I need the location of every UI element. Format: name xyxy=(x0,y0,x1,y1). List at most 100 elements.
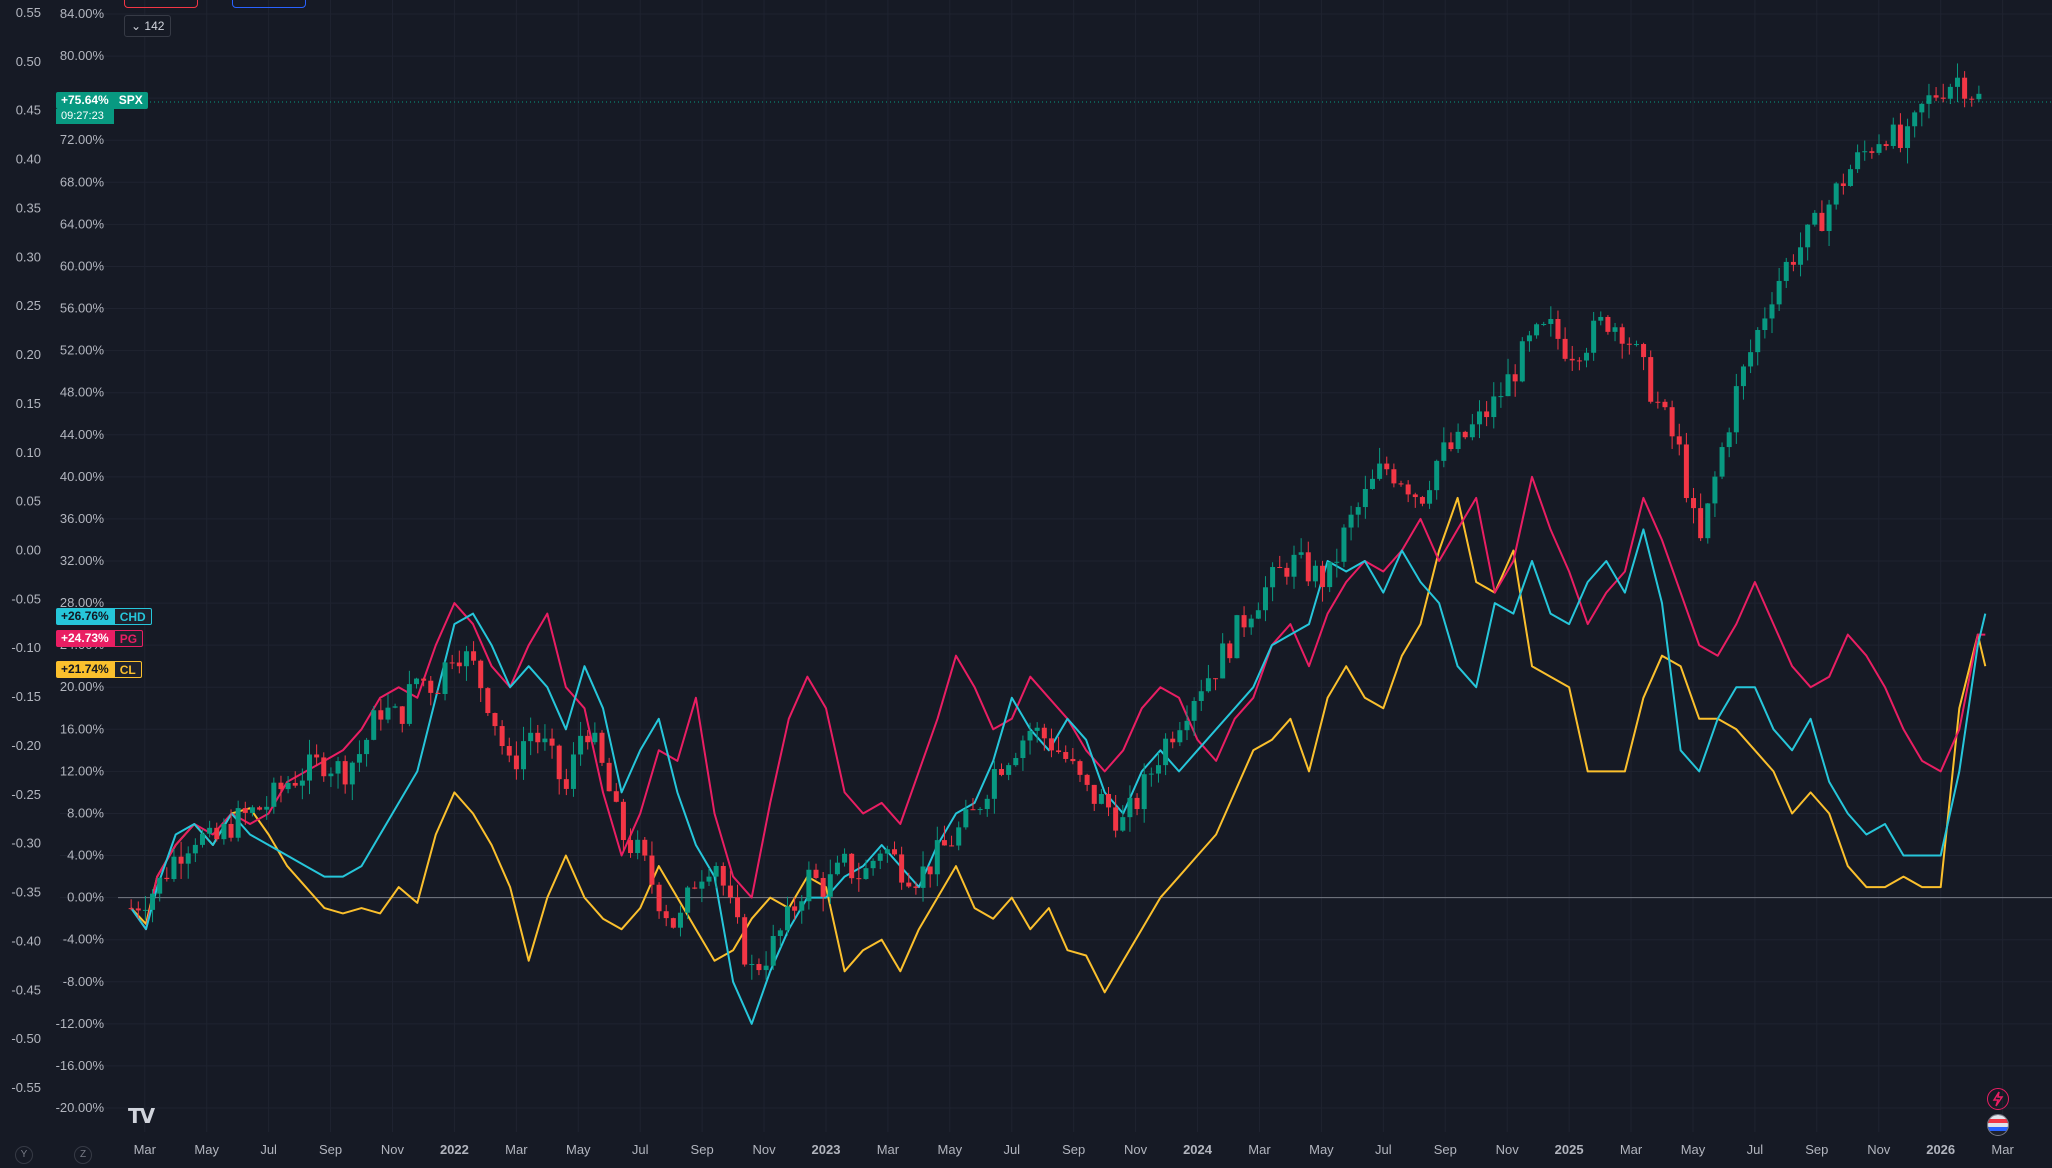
zoom-reset-button[interactable]: Z xyxy=(74,1146,92,1164)
series-chd xyxy=(130,528,1987,1025)
spx-candle-body xyxy=(1098,793,1104,804)
pct-tick-label: 32.00% xyxy=(60,553,105,568)
spx-candle-body xyxy=(863,868,869,879)
spx-candle-body xyxy=(963,809,969,828)
indicator-count-toggle[interactable]: ⌄ 142 xyxy=(124,15,172,37)
spx-candle-body xyxy=(442,662,448,694)
chd-pct: +26.76% xyxy=(56,608,114,625)
left-tick-label: 0.40 xyxy=(16,152,41,167)
buy-button[interactable]: BUY xyxy=(232,0,306,8)
spx-candle-body xyxy=(1048,738,1054,751)
spx-candle-body xyxy=(1234,615,1240,659)
spx-candle-body xyxy=(1355,507,1361,515)
spx-candle-body xyxy=(499,726,505,747)
spx-candle-body xyxy=(1113,807,1119,831)
time-tick-label: Jul xyxy=(260,1142,277,1157)
spx-candle-body xyxy=(720,865,726,886)
spx-candle-body xyxy=(1241,615,1247,628)
left-axis: 0.55 0.50 0.45 0.40 0.35 0.30 0.25 0.20 0.15 0.10… xyxy=(11,5,41,1095)
spx-countdown: 09:27:23 xyxy=(56,109,114,124)
spx-candle-body xyxy=(1213,678,1219,680)
spx-candle-body xyxy=(1106,793,1112,808)
pct-tick-label: 44.00% xyxy=(60,427,105,442)
spx-candle-body xyxy=(1056,750,1062,753)
spx-candle-body xyxy=(1491,396,1497,418)
pct-tick-label: 48.00% xyxy=(60,385,105,400)
time-tick-label: Jul xyxy=(1375,1142,1392,1157)
indicator-count: 142 xyxy=(144,19,165,33)
pct-tick-label: 8.00% xyxy=(67,805,104,820)
cl-pct: +21.74% xyxy=(56,661,114,678)
spx-candle-body xyxy=(235,808,241,838)
spx-candle-body xyxy=(970,809,976,811)
time-tick-label: Sep xyxy=(691,1142,714,1157)
spx-candle-body xyxy=(763,965,769,971)
spx-candle-body xyxy=(307,754,312,781)
spx-candle-body xyxy=(856,878,862,880)
left-tick-label: 0.20 xyxy=(16,347,41,362)
spx-candle-body xyxy=(1476,411,1482,425)
spx-candle-body xyxy=(913,886,919,888)
spx-candle-body xyxy=(1084,774,1090,785)
left-tick-label: 0.55 xyxy=(16,5,41,20)
spx-candle-body xyxy=(1840,183,1846,186)
sell-button[interactable]: SELL xyxy=(124,0,198,8)
spx-candle-body xyxy=(1270,567,1276,588)
time-tick-label: May xyxy=(1681,1142,1706,1157)
spx-candle-body xyxy=(1790,261,1796,265)
spx-candle-body xyxy=(1619,327,1625,344)
spx-candle-body xyxy=(735,897,741,918)
left-tick-label: 0.35 xyxy=(16,200,41,215)
time-axis[interactable]: Mar May Jul Sep Nov 2022 Mar May Jul Sep Nov 2023 Ma… xyxy=(134,1142,2015,1157)
us-flag-icon[interactable] xyxy=(1987,1114,2009,1136)
spx-candle-body xyxy=(1334,561,1340,563)
pct-tick-label: 52.00% xyxy=(60,343,105,358)
spx-candle-body xyxy=(249,807,255,813)
spx-candle-body xyxy=(1976,93,1982,100)
time-tick-label: Mar xyxy=(1991,1142,2014,1157)
spx-candle-body xyxy=(578,735,584,755)
tradingview-logo[interactable]: TV xyxy=(128,1104,155,1128)
lightning-alert-icon[interactable] xyxy=(1987,1088,2009,1110)
spx-candle-body xyxy=(592,732,598,743)
spx-candle-body xyxy=(1926,95,1932,104)
spx-candle-body xyxy=(1041,727,1047,739)
spx-candle-body xyxy=(1448,442,1454,450)
spx-candle-body xyxy=(1155,765,1161,774)
time-tick-label: Nov xyxy=(1867,1142,1891,1157)
spx-symbol: SPX xyxy=(113,92,148,109)
spx-candle-body xyxy=(1733,386,1739,433)
spx-candle-body xyxy=(278,782,284,790)
spx-candle-body xyxy=(264,806,270,810)
time-tick-label: Nov xyxy=(1124,1142,1148,1157)
time-tick-label: Jul xyxy=(632,1142,649,1157)
spx-candle-body xyxy=(649,855,655,885)
spx-candle-body xyxy=(1034,727,1040,731)
spx-candle-body xyxy=(1198,691,1204,701)
spx-candle-body xyxy=(1277,567,1283,569)
spx-candle-body xyxy=(1919,103,1925,113)
spx-candle-body xyxy=(1134,797,1140,810)
spx-candle-body xyxy=(221,823,227,840)
spx-candle-body xyxy=(1748,352,1754,367)
spx-candle-body xyxy=(620,801,626,841)
spx-candle-body xyxy=(1341,527,1347,562)
spx-candle-body xyxy=(934,840,940,875)
spx-candle-body xyxy=(435,692,441,694)
spx-candle-body xyxy=(1405,484,1411,495)
y-axis-scale-button[interactable]: Y xyxy=(15,1146,33,1164)
spx-candle-body xyxy=(570,754,576,789)
spx-candle-body xyxy=(1077,761,1083,775)
spx-candle-body xyxy=(613,791,619,802)
spx-candle-body xyxy=(1776,280,1782,305)
spx-candle-body xyxy=(513,755,519,770)
time-tick-label: Nov xyxy=(1496,1142,1520,1157)
spx-candle-body xyxy=(1327,561,1333,588)
spx-candle-body xyxy=(1562,338,1568,359)
spx-candle-body xyxy=(1248,618,1254,628)
pct-tick-label: 12.00% xyxy=(60,763,105,778)
time-tick-label: May xyxy=(566,1142,591,1157)
spx-candle-body xyxy=(1127,797,1133,818)
spx-candle-body xyxy=(157,877,163,894)
